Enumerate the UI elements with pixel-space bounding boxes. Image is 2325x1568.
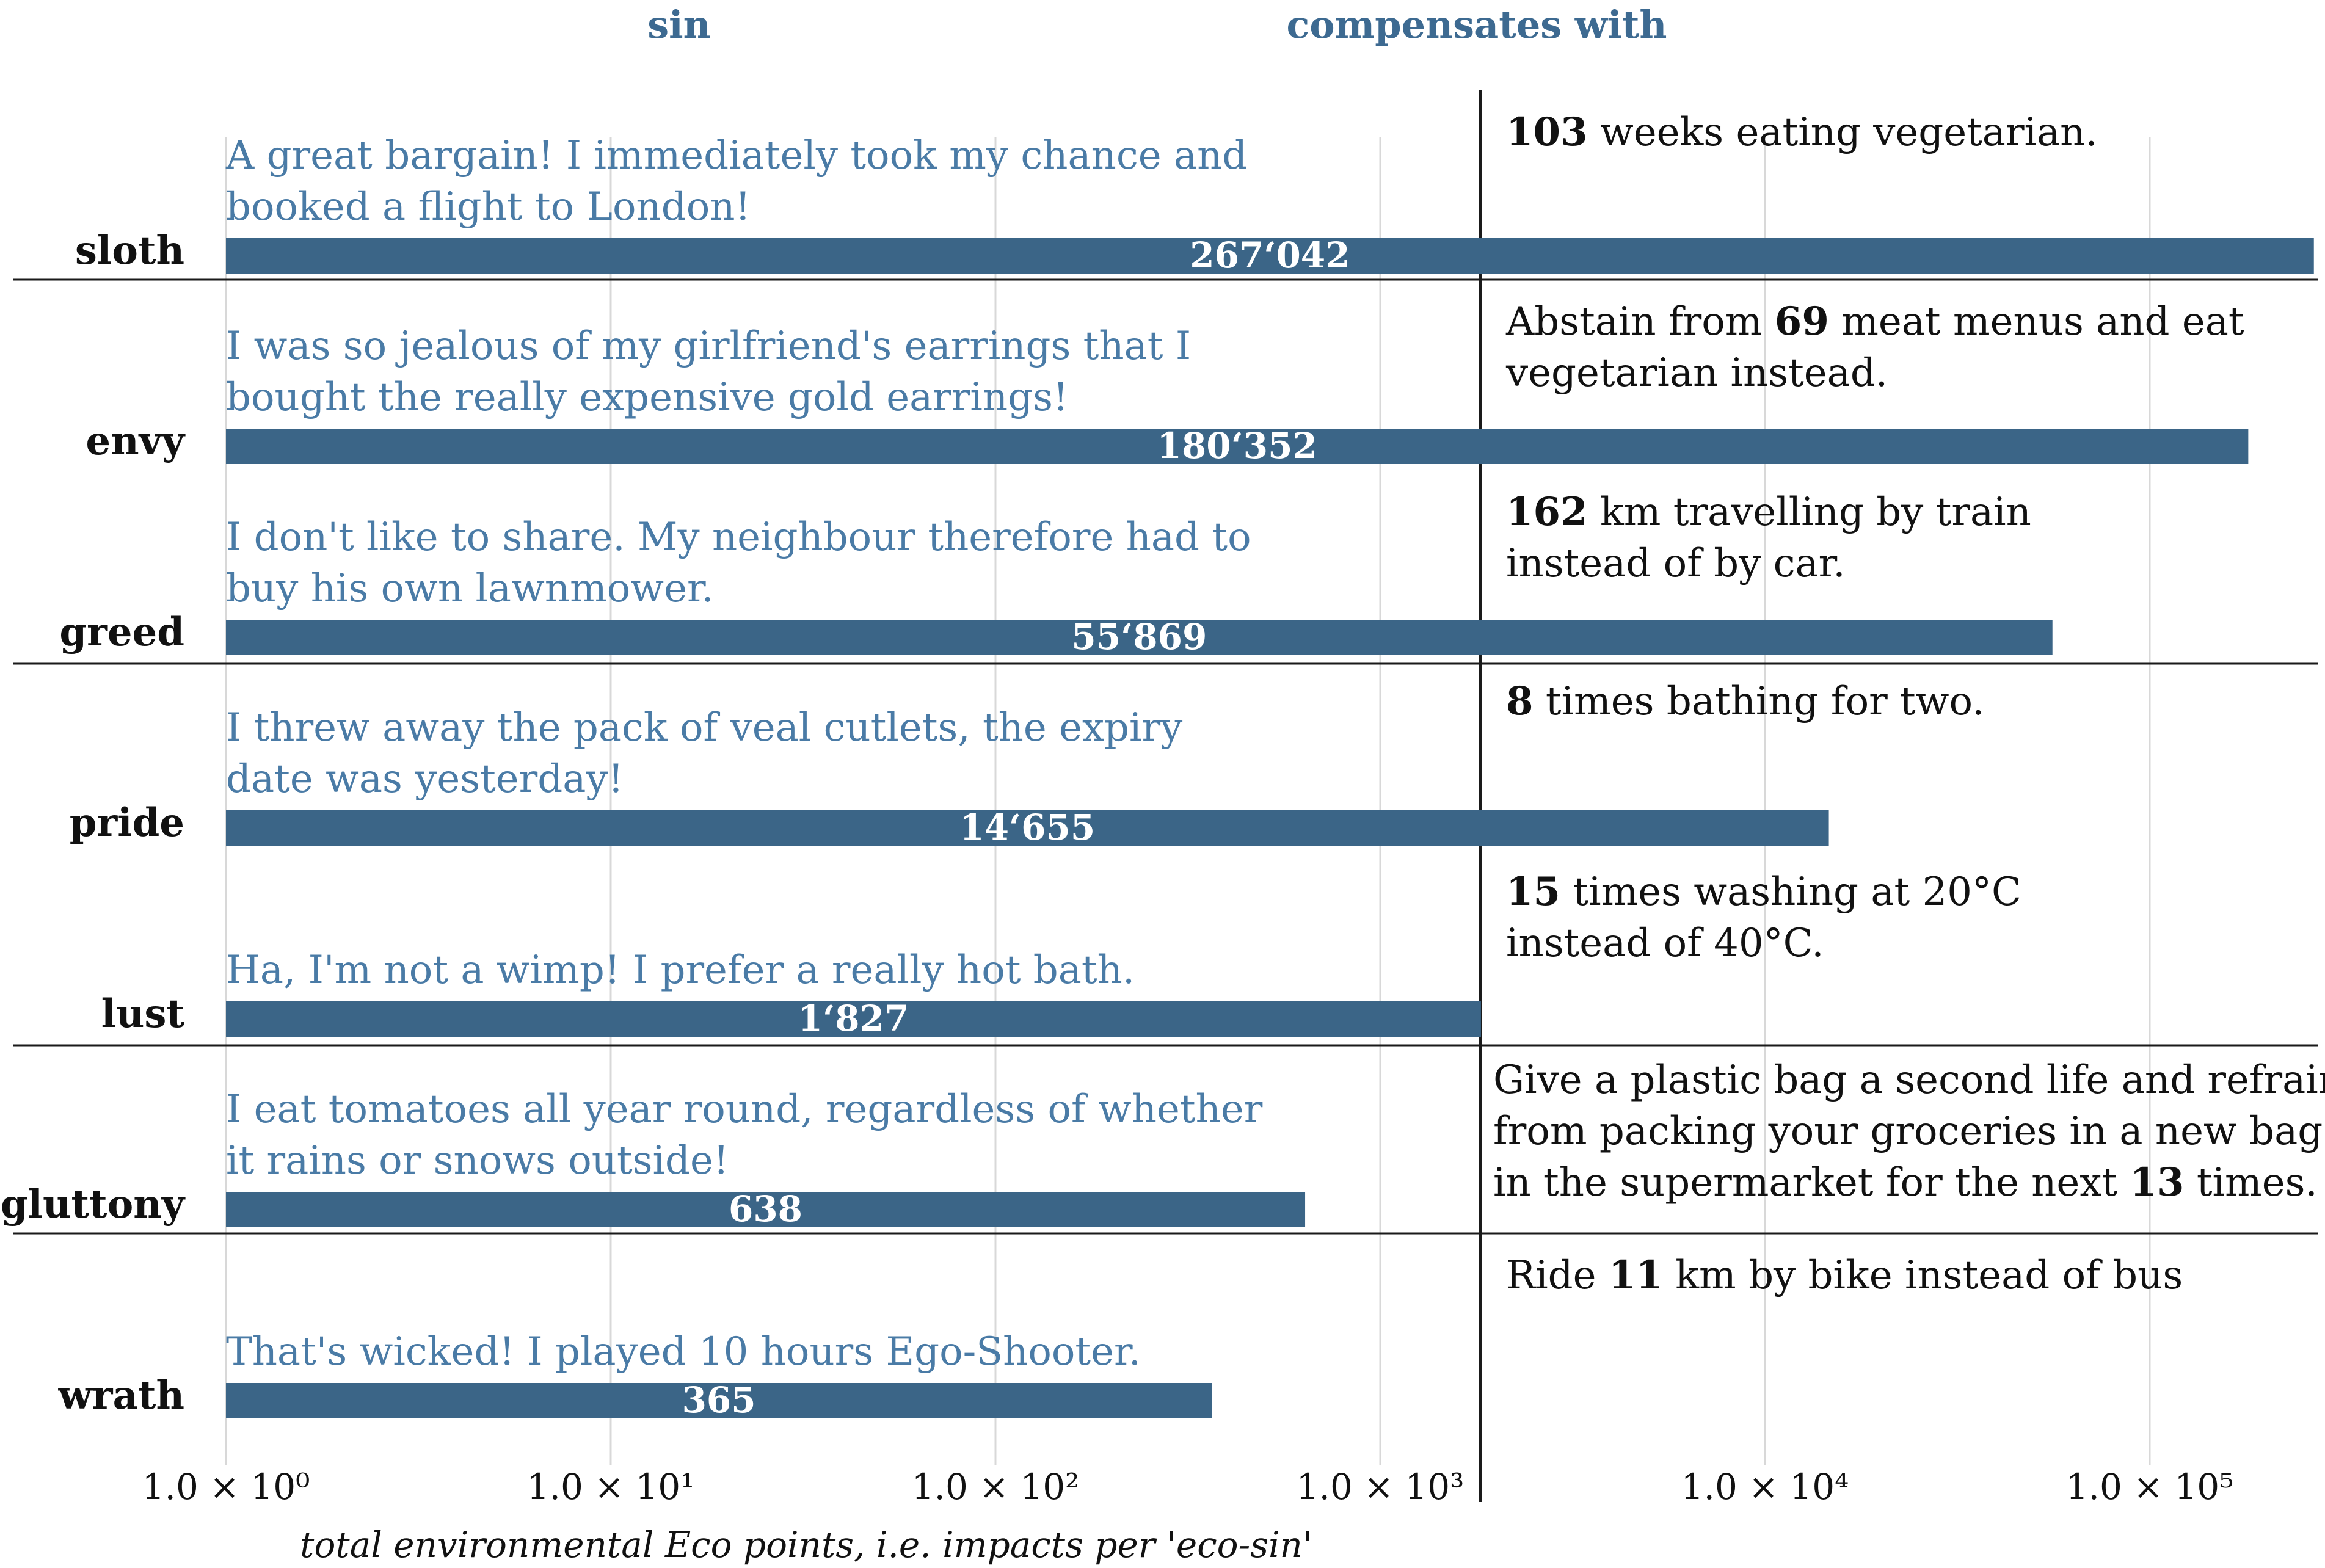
sin-text: booked a flight to London! — [226, 184, 751, 230]
compensation-segment: times. — [2184, 1160, 2317, 1205]
header-compensates: compensates with — [1287, 2, 1667, 47]
sin-text: I threw away the pack of veal cutlets, t… — [226, 705, 1182, 750]
compensation-text: in the supermarket for the next 13 times… — [1493, 1160, 2318, 1205]
chart-rows: sloth 267‘042 A great bargain! I immediate… — [1, 109, 2325, 1421]
compensation-segment: Give a plastic bag a second life and ref… — [1493, 1058, 2325, 1103]
row-greed: greed 55‘869 I don't like to share. My nei… — [59, 489, 2053, 658]
row-sloth: sloth 267‘042 A great bargain! I immediate… — [75, 109, 2314, 276]
compensation-text: 162 km travelling by train — [1506, 489, 2031, 535]
value-label: 1‘827 — [798, 998, 909, 1039]
compensation-text: from packing your groceries in a new bag — [1493, 1109, 2323, 1154]
compensation-number: 69 — [1775, 299, 1829, 344]
gridlines — [225, 137, 2151, 1465]
compensation-text: 15 times washing at 20°C — [1506, 869, 2021, 915]
category-label: greed — [59, 609, 184, 655]
sin-text: buy his own lawnmower. — [226, 566, 714, 611]
bar-gluttony — [226, 1192, 1306, 1227]
compensation-number: 8 — [1506, 678, 1534, 724]
compensation-segment: meat menus and eat — [1829, 299, 2244, 344]
sin-text: I was so jealous of my girlfriend's earr… — [226, 324, 1191, 369]
row-lust: lust 1‘827 Ha, I'm not a wimp! I prefer a … — [101, 869, 2021, 1039]
value-label: 365 — [682, 1379, 756, 1421]
compensation-segment: instead of by car. — [1506, 541, 1846, 586]
compensation-segment: from packing your groceries in a new bag — [1493, 1109, 2323, 1154]
compensation-segment: Ride — [1506, 1253, 1609, 1298]
category-label: sloth — [75, 228, 184, 274]
value-label: 180‘352 — [1157, 425, 1317, 466]
row-gluttony: gluttony 638 I eat tomatoes all year round… — [1, 1058, 2325, 1230]
header-sin: sin — [647, 2, 711, 47]
compensation-segment: km by bike instead of bus — [1663, 1253, 2183, 1298]
x-axis-title: total environmental Eco points, i.e. imp… — [300, 1524, 1312, 1566]
compensation-text: Abstain from 69 meat menus and eat — [1505, 299, 2244, 344]
compensation-text: 103 weeks eating vegetarian. — [1506, 109, 2098, 155]
bar-envy — [226, 429, 2249, 464]
compensation-segment: times bathing for two. — [1534, 679, 1985, 724]
compensation-number: 103 — [1506, 109, 1588, 155]
bar-greed — [226, 620, 2053, 655]
compensation-number: 13 — [2130, 1160, 2184, 1205]
bar-pride — [226, 810, 1829, 846]
row-wrath: wrath 365 That's wicked! I played 10 hours… — [58, 1252, 2183, 1421]
x-tick-label: 1.0 × 10² — [912, 1466, 1080, 1508]
value-label: 14‘655 — [959, 807, 1095, 848]
sin-text: date was yesterday! — [226, 757, 624, 802]
sin-text: That's wicked! I played 10 hours Ego-Sho… — [226, 1329, 1141, 1374]
category-label: gluttony — [1, 1181, 186, 1227]
compensation-text: instead of by car. — [1506, 541, 1846, 586]
category-label: pride — [70, 800, 184, 846]
compensation-segment: instead of 40°C. — [1506, 921, 1824, 966]
sin-text: bought the really expensive gold earring… — [226, 375, 1069, 420]
x-tick-label: 1.0 × 10⁵ — [2066, 1466, 2234, 1508]
sin-text: Ha, I'm not a wimp! I prefer a really ho… — [226, 948, 1135, 993]
compensation-number: 11 — [1609, 1252, 1663, 1298]
compensation-segment: vegetarian instead. — [1505, 350, 1888, 396]
compensation-text: Give a plastic bag a second life and ref… — [1493, 1058, 2325, 1103]
compensation-segment: in the supermarket for the next — [1493, 1160, 2130, 1205]
compensation-segment: weeks eating vegetarian. — [1588, 110, 2098, 155]
category-label: envy — [86, 418, 185, 464]
row-pride: pride 14‘655 I threw away the pack of veal… — [70, 678, 1985, 848]
compensation-segment: km travelling by train — [1588, 490, 2031, 535]
compensation-text: 8 times bathing for two. — [1506, 678, 1984, 724]
bar-wrath — [226, 1383, 1212, 1418]
value-label: 267‘042 — [1190, 234, 1350, 276]
x-tick-label: 1.0 × 10⁰ — [142, 1466, 310, 1508]
compensation-text: instead of 40°C. — [1506, 921, 1824, 966]
sin-text: A great bargain! I immediately took my c… — [225, 133, 1247, 178]
category-label: wrath — [58, 1373, 184, 1418]
x-axis-ticks: 1.0 × 10⁰ 1.0 × 10¹ 1.0 × 10² 1.0 × 10³ 1.0 … — [142, 1466, 2234, 1508]
compensation-number: 15 — [1506, 869, 1560, 915]
compensation-text: vegetarian instead. — [1505, 350, 1888, 396]
compensation-text: Ride 11 km by bike instead of bus — [1506, 1252, 2183, 1298]
row-envy: envy 180‘352 I was so jealous of my girlfr… — [86, 299, 2249, 466]
x-tick-label: 1.0 × 10³ — [1297, 1466, 1464, 1508]
category-label: lust — [101, 991, 185, 1037]
sin-text: I eat tomatoes all year round, regardles… — [226, 1087, 1263, 1132]
compensation-segment: Abstain from — [1505, 299, 1775, 344]
compensation-segment: times washing at 20°C — [1560, 869, 2021, 915]
value-label: 638 — [729, 1188, 802, 1230]
x-tick-label: 1.0 × 10⁴ — [1681, 1466, 1849, 1508]
bar-lust — [226, 1001, 1481, 1037]
sin-text: I don't like to share. My neighbour ther… — [226, 515, 1251, 560]
sin-text: it rains or snows outside! — [226, 1138, 729, 1183]
x-tick-label: 1.0 × 10¹ — [527, 1466, 695, 1508]
value-label: 55‘869 — [1071, 616, 1207, 658]
bar-sloth — [226, 238, 2314, 274]
compensation-number: 162 — [1506, 489, 1588, 535]
